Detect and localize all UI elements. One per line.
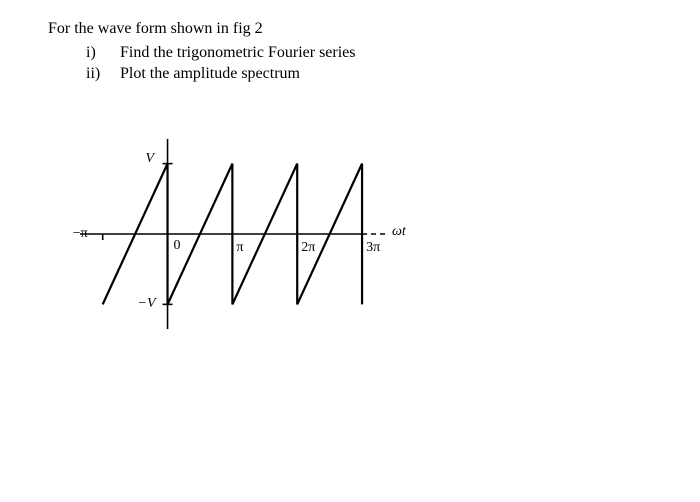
- list-enum-2: ii): [86, 63, 120, 85]
- xtick-3: 3π: [366, 240, 380, 256]
- list-item: i) Find the trigonometric Fourier series: [86, 42, 652, 64]
- question-intro: For the wave form shown in fig 2: [48, 18, 652, 40]
- y-axis-pos-label: V: [146, 151, 155, 167]
- x-axis-label: ωt: [392, 224, 406, 240]
- xtick-2: 2π: [301, 240, 315, 256]
- xtick-neg-pi: −π: [73, 226, 88, 242]
- list-enum-1: i): [86, 42, 120, 64]
- list-item: ii) Plot the amplitude spectrum: [86, 63, 652, 85]
- waveform-figure: V −V ωt −π 0 π 2π 3π: [68, 129, 428, 339]
- xtick-1: π: [236, 240, 243, 256]
- list-text-1: Find the trigonometric Fourier series: [120, 42, 356, 64]
- list-text-2: Plot the amplitude spectrum: [120, 63, 300, 85]
- y-axis-neg-label: −V: [138, 296, 156, 312]
- question-list: i) Find the trigonometric Fourier series…: [86, 42, 652, 85]
- waveform-svg: [68, 129, 428, 339]
- xtick-0: 0: [174, 238, 181, 254]
